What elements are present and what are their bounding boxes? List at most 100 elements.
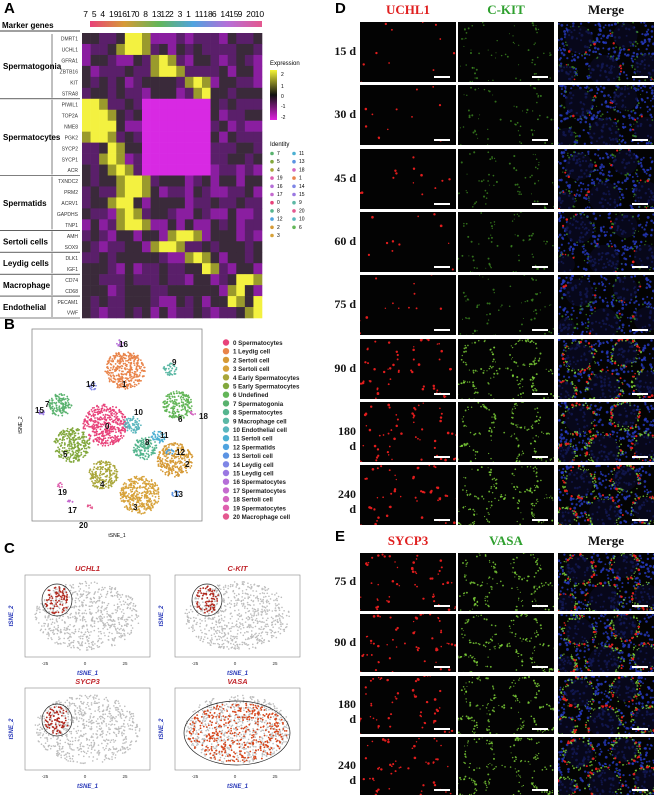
heatmap-cell	[99, 285, 109, 297]
heatmap-cell	[82, 274, 91, 286]
heatmap-cell	[82, 285, 91, 297]
tsne-point	[143, 508, 146, 510]
heatmap-cell	[193, 175, 203, 187]
tsne-point	[113, 419, 116, 422]
tsne-point	[175, 399, 178, 401]
tsne-point	[154, 489, 156, 492]
tsne-point	[147, 445, 149, 448]
tsne-point	[76, 427, 79, 430]
tsne-point	[137, 423, 140, 425]
cell-point	[271, 593, 273, 595]
cell-point	[54, 628, 57, 630]
tsne-point	[142, 503, 145, 505]
cell-point	[93, 622, 96, 624]
cell-point	[255, 632, 257, 635]
tsne-point	[177, 414, 180, 417]
heatmap-cell	[202, 274, 211, 286]
cell-point	[46, 633, 48, 636]
cell-point	[84, 580, 87, 583]
cell-point	[60, 600, 62, 603]
tsne-point	[94, 431, 96, 433]
tsne-point	[109, 474, 112, 477]
group-label: Leydig cells	[3, 259, 49, 268]
tsne-point	[61, 394, 64, 396]
heatmap-cell	[99, 120, 109, 132]
tsne-point	[112, 410, 115, 412]
cell-point	[80, 593, 82, 595]
tsne-point	[182, 447, 185, 450]
cell-point	[237, 629, 239, 632]
cell-point	[185, 623, 188, 625]
cell-point	[42, 609, 45, 611]
cell-point	[226, 645, 228, 648]
cell-point	[264, 611, 267, 613]
cell-point	[193, 620, 195, 623]
cell-point	[75, 619, 78, 621]
cell-point	[102, 627, 104, 630]
tsne-point	[172, 450, 175, 453]
identity-label: 2	[277, 225, 280, 231]
cell-point	[226, 625, 228, 628]
cell-point	[204, 620, 207, 622]
tsne-point	[68, 430, 71, 433]
tsne-point	[159, 462, 162, 465]
cell-point	[232, 643, 235, 646]
tsne-point	[88, 384, 91, 387]
cell-point	[240, 623, 242, 625]
cell-point	[276, 599, 279, 602]
cell-point	[40, 602, 43, 605]
cell-point	[103, 624, 105, 626]
tsne-point	[168, 364, 171, 367]
tsne-point	[98, 438, 101, 441]
tsne-point	[109, 478, 112, 481]
tsne-point	[154, 441, 156, 443]
heatmap-cell	[176, 76, 186, 89]
tsne-point	[163, 464, 165, 467]
tsne-point	[56, 449, 59, 452]
cell-point	[274, 603, 277, 605]
tsne-point	[122, 362, 125, 365]
heatmap-cell	[159, 307, 169, 319]
heatmap-cell	[99, 175, 109, 187]
heatmap-cell	[244, 307, 254, 319]
cell-point	[253, 604, 255, 606]
cell-point	[195, 623, 198, 626]
heatmap-cell	[236, 131, 246, 143]
heatmap-cell	[176, 142, 186, 154]
tsne-point	[67, 451, 70, 454]
cell-point	[216, 629, 219, 632]
tsne-point	[120, 342, 123, 344]
tsne-point	[139, 371, 142, 374]
tsne-point	[142, 364, 144, 367]
cell-point	[82, 601, 84, 604]
heatmap-cell	[107, 87, 117, 100]
heatmap-cell	[142, 252, 151, 264]
tsne-point	[54, 409, 57, 412]
tsne-point	[138, 427, 140, 430]
tsne-point	[144, 449, 146, 452]
tsne-point	[179, 471, 182, 474]
tsne-point	[91, 382, 94, 385]
cell-point	[217, 642, 219, 645]
cell-point	[222, 647, 225, 650]
legend-swatch	[222, 469, 230, 477]
expressed-point	[58, 594, 60, 597]
tsne-point	[113, 470, 116, 472]
gene-label: DLK1	[65, 256, 78, 262]
cell-point	[234, 609, 236, 612]
heatmap-cell	[193, 219, 203, 231]
cell-point	[38, 606, 41, 608]
identity-label: 20	[299, 208, 305, 214]
tsne-point	[130, 482, 133, 485]
heatmap-cell	[253, 120, 263, 132]
tsne-point	[121, 412, 124, 415]
heatmap-cell	[202, 208, 211, 220]
cell-point	[277, 595, 280, 598]
cell-point	[69, 613, 72, 616]
tsne-point	[186, 409, 189, 412]
panel-label-a: A	[4, 0, 15, 17]
cell-point	[210, 626, 212, 629]
tsne-point	[72, 459, 75, 462]
heatmap-cell	[184, 131, 194, 143]
cell-point	[238, 612, 241, 615]
